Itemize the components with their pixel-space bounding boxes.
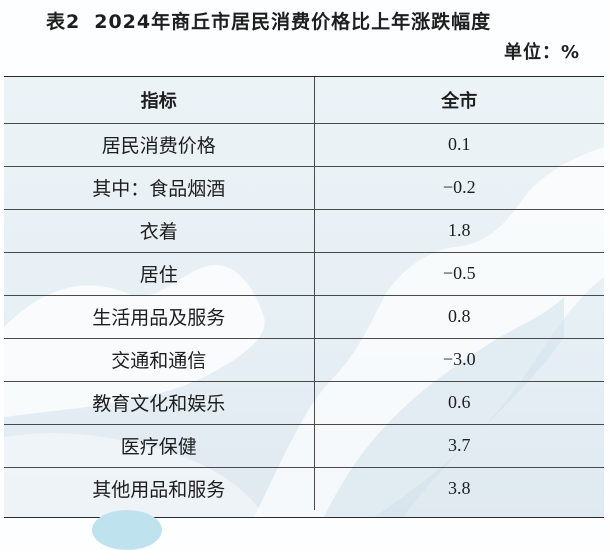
header-indicator: 指标	[4, 77, 315, 124]
table-row: 其中：食品烟酒 −0.2	[4, 165, 604, 210]
row-label: 交通和通信	[4, 337, 315, 382]
row-value: 0.1	[313, 122, 604, 167]
row-label: 其他用品和服务	[4, 466, 315, 510]
row-label: 其中：食品烟酒	[4, 165, 315, 210]
row-value: −3.0	[313, 337, 604, 382]
header-city: 全市	[313, 77, 604, 124]
header-row: 指标 全市	[4, 77, 604, 124]
row-value: 0.8	[313, 294, 604, 339]
table-row: 其他用品和服务 3.8	[4, 466, 604, 510]
table-title: 表2 2024年商丘市居民消费价格比上年涨跌幅度	[46, 7, 491, 34]
table-row: 居民消费价格 0.1	[4, 122, 604, 167]
unit-label: 单位：%	[503, 42, 580, 63]
row-label: 居民消费价格	[4, 122, 315, 167]
table-number: 表2	[46, 11, 81, 33]
row-value: −0.5	[313, 251, 604, 296]
row-label: 居住	[4, 251, 315, 296]
row-value: 0.6	[313, 380, 604, 425]
cpi-table: 指标 全市 居民消费价格 0.1 其中：食品烟酒 −0.2 衣着 1.8 居住 …	[4, 77, 604, 510]
table-title-text: 2024年商丘市居民消费价格比上年涨跌幅度	[94, 11, 492, 33]
table-row: 交通和通信 −3.0	[4, 337, 604, 382]
row-value: −0.2	[313, 165, 604, 210]
table-container: 指标 全市 居民消费价格 0.1 其中：食品烟酒 −0.2 衣着 1.8 居住 …	[4, 76, 604, 518]
row-label: 教育文化和娱乐	[4, 380, 315, 425]
table-row: 医疗保健 3.7	[4, 423, 604, 468]
row-label: 医疗保健	[4, 423, 315, 468]
table-row: 教育文化和娱乐 0.6	[4, 380, 604, 425]
row-label: 衣着	[4, 208, 315, 253]
table-row: 衣着 1.8	[4, 208, 604, 253]
table-row: 生活用品及服务 0.8	[4, 294, 604, 339]
row-value: 3.8	[313, 466, 604, 510]
row-value: 3.7	[313, 423, 604, 468]
decorative-blob	[92, 510, 162, 550]
row-label: 生活用品及服务	[4, 294, 315, 339]
table-row: 居住 −0.5	[4, 251, 604, 296]
row-value: 1.8	[313, 208, 604, 253]
